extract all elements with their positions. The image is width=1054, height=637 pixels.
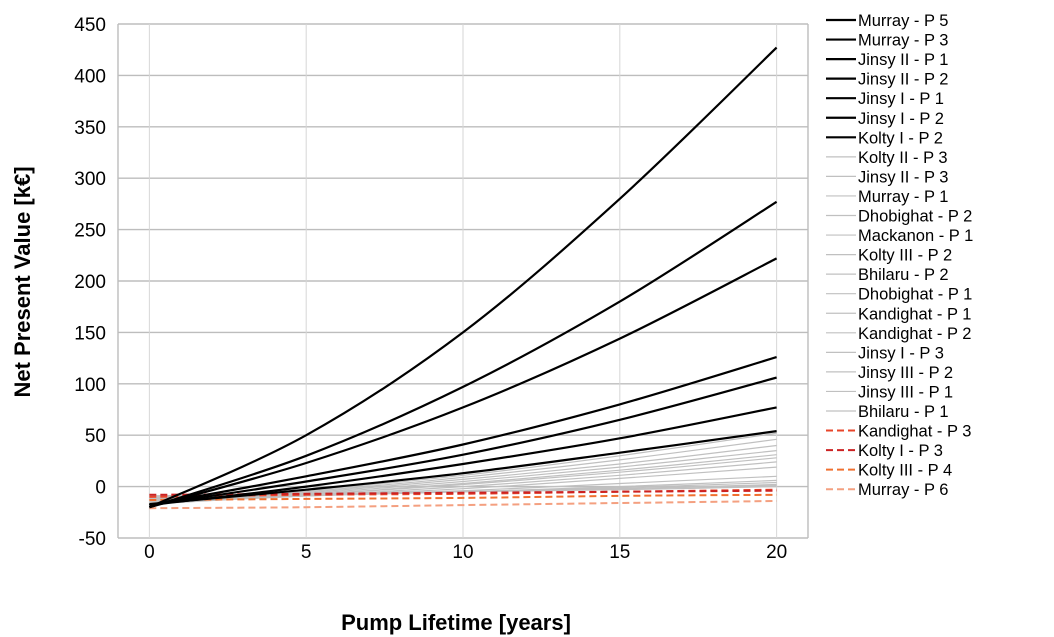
legend-label: Murray - P 5 [858, 12, 948, 30]
legend-label: Bhilaru - P 1 [858, 403, 949, 421]
legend-label: Jinsy III - P 1 [858, 383, 953, 401]
legend-label: Murray - P 6 [858, 481, 948, 499]
y-tick-labels: -50 0 50 100 150 200 250 300 350 400 450 [74, 15, 106, 550]
legend-label: Kandighat - P 1 [858, 305, 971, 323]
series-line [149, 500, 777, 510]
legend-label: Kandighat - P 2 [858, 325, 971, 343]
y-tick-label: 300 [74, 169, 106, 190]
x-tick-label: 0 [144, 542, 155, 563]
legend-label: Jinsy I - P 2 [858, 110, 944, 128]
legend-label: Jinsy I - P 3 [858, 344, 944, 362]
y-tick-label: -50 [79, 529, 106, 550]
legend-label: Kolty III - P 4 [858, 462, 952, 480]
plot-area [117, 24, 809, 538]
x-tick-labels: 0 5 10 15 20 [144, 542, 787, 563]
series-line [149, 406, 777, 507]
legend-label: Kolty I - P 3 [858, 442, 943, 460]
series-line [149, 376, 777, 507]
legend-label: Dhobighat - P 1 [858, 286, 972, 304]
y-tick-label: 400 [74, 66, 106, 87]
legend-label: Mackanon - P 1 [858, 227, 973, 245]
legend-label: Kolty I - P 2 [858, 129, 943, 147]
series-line [149, 200, 778, 509]
series-line [148, 46, 778, 509]
series-line [149, 493, 777, 501]
legend-label: Jinsy I - P 1 [858, 90, 944, 108]
x-tick-label: 20 [766, 542, 787, 563]
legend-label: Kandighat - P 3 [858, 423, 971, 441]
legend-label: Jinsy III - P 2 [858, 364, 953, 382]
grid-lines [118, 23, 808, 539]
y-tick-label: 0 [95, 478, 106, 499]
y-tick-label: 150 [74, 323, 106, 344]
legend-label: Kolty III - P 2 [858, 247, 952, 265]
y-tick-label: 100 [74, 375, 106, 396]
legend-label: Bhilaru - P 2 [858, 266, 949, 284]
legend-label: Jinsy II - P 2 [858, 71, 948, 89]
legend-label: Dhobighat - P 2 [858, 208, 972, 226]
legend-label: Murray - P 1 [858, 188, 948, 206]
legend-label: Jinsy II - P 3 [858, 168, 948, 186]
y-tick-label: 250 [74, 221, 106, 242]
series-line [149, 430, 777, 506]
legend-label: Jinsy II - P 1 [858, 51, 948, 69]
series-lines [148, 46, 778, 510]
x-tick-label: 10 [452, 542, 473, 563]
legend-label: Kolty II - P 3 [858, 149, 948, 167]
y-axis-title: Net Present Value [k€] [10, 166, 35, 397]
legend-label: Murray - P 3 [858, 32, 948, 50]
y-tick-label: 50 [85, 426, 106, 447]
y-tick-label: 200 [74, 272, 106, 293]
y-tick-label: 450 [74, 15, 106, 36]
x-axis-title: Pump Lifetime [years] [341, 610, 571, 635]
y-tick-label: 350 [74, 118, 106, 139]
series-line [149, 356, 777, 507]
x-tick-label: 15 [609, 542, 630, 563]
x-tick-label: 5 [301, 542, 312, 563]
series-line [149, 257, 778, 509]
